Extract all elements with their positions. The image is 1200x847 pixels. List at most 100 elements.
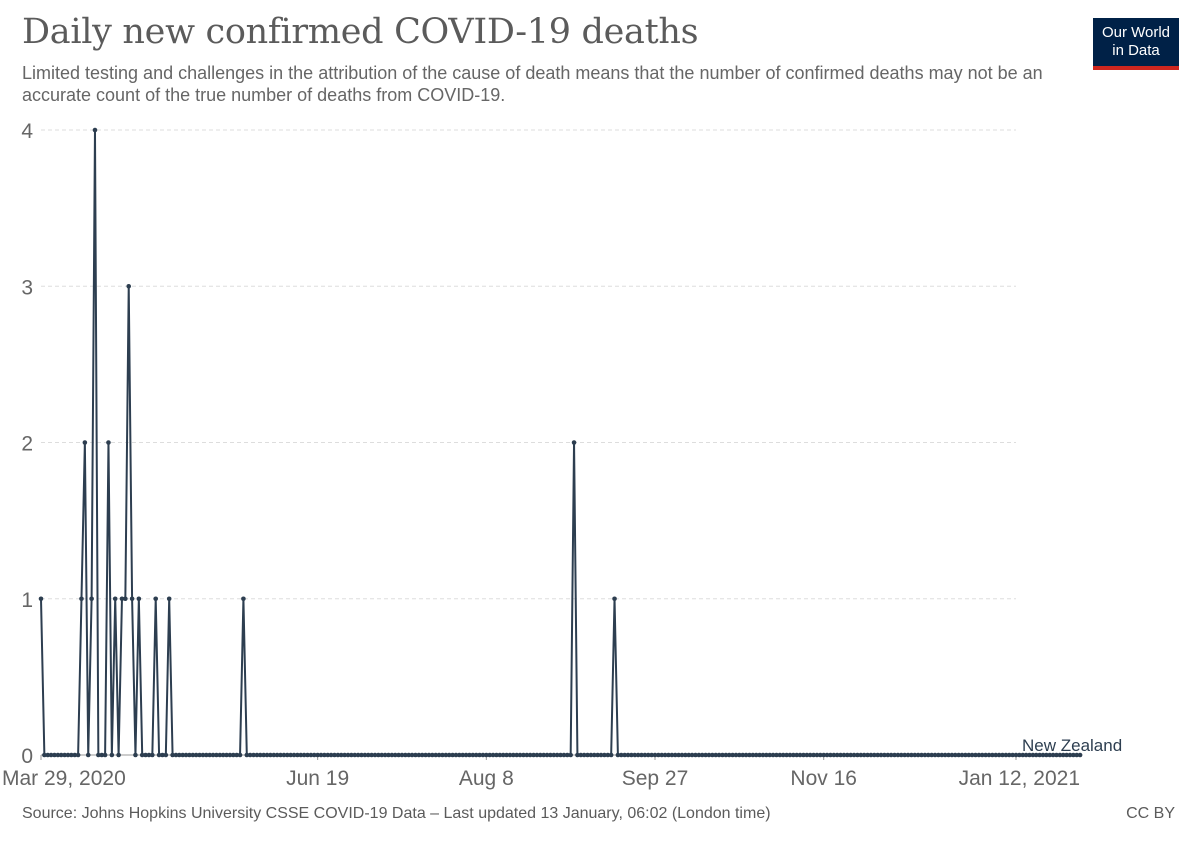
data-point[interactable] [737, 752, 742, 758]
data-point[interactable] [1013, 752, 1019, 758]
data-point[interactable] [376, 752, 381, 758]
data-point[interactable] [952, 752, 958, 758]
data-point[interactable] [538, 752, 543, 758]
data-point[interactable] [1064, 752, 1069, 758]
data-point[interactable] [446, 752, 452, 758]
data-point[interactable] [38, 596, 44, 602]
data-point[interactable] [163, 752, 169, 758]
data-point[interactable] [214, 752, 219, 758]
data-point[interactable] [308, 752, 314, 758]
data-point[interactable] [180, 752, 185, 758]
data-point[interactable] [750, 752, 756, 758]
data-point[interactable] [743, 752, 749, 758]
data-point[interactable] [382, 752, 388, 758]
data-point[interactable] [693, 752, 698, 758]
data-point[interactable] [42, 752, 47, 758]
data-point[interactable] [153, 596, 159, 602]
data-point[interactable] [905, 752, 911, 758]
data-point[interactable] [973, 752, 978, 758]
data-point[interactable] [116, 752, 121, 758]
data-point[interactable] [936, 752, 941, 758]
data-point[interactable] [281, 752, 287, 758]
data-point[interactable] [112, 596, 118, 602]
series-label-new-zealand[interactable]: New Zealand [1022, 736, 1122, 755]
data-point[interactable] [82, 440, 88, 445]
data-point[interactable] [264, 752, 270, 758]
data-point[interactable] [173, 752, 179, 758]
data-point[interactable] [699, 752, 705, 758]
data-point[interactable] [716, 752, 722, 758]
data-point[interactable] [787, 752, 793, 758]
data-point[interactable] [919, 752, 924, 758]
data-point[interactable] [848, 752, 853, 758]
data-point[interactable] [150, 752, 155, 758]
data-point[interactable] [1040, 752, 1046, 758]
data-point[interactable] [858, 752, 864, 758]
data-point[interactable] [200, 752, 206, 758]
data-point[interactable] [527, 752, 533, 758]
data-point[interactable] [645, 752, 651, 758]
data-point[interactable] [69, 752, 74, 758]
data-point[interactable] [1050, 752, 1056, 758]
data-point[interactable] [608, 752, 614, 758]
data-point[interactable] [794, 752, 800, 758]
data-point[interactable] [656, 752, 661, 758]
data-point[interactable] [392, 752, 398, 758]
data-point[interactable] [210, 752, 216, 758]
data-point[interactable] [1054, 752, 1059, 758]
data-point[interactable] [284, 752, 290, 758]
data-point[interactable] [541, 752, 546, 758]
data-point[interactable] [581, 752, 587, 758]
data-point[interactable] [143, 752, 148, 758]
data-point[interactable] [946, 752, 951, 758]
data-point[interactable] [335, 752, 341, 758]
data-point[interactable] [801, 752, 806, 758]
data-point[interactable] [517, 752, 523, 758]
data-point[interactable] [996, 752, 1002, 758]
data-point[interactable] [855, 752, 860, 758]
data-point[interactable] [328, 752, 334, 758]
data-point[interactable] [683, 752, 688, 758]
data-point[interactable] [139, 752, 145, 758]
data-point[interactable] [244, 752, 250, 758]
data-point[interactable] [666, 752, 671, 758]
data-point[interactable] [1000, 752, 1005, 758]
data-point[interactable] [993, 752, 999, 758]
data-point[interactable] [58, 752, 64, 758]
data-point[interactable] [710, 752, 715, 758]
data-point[interactable] [618, 752, 624, 758]
data-point[interactable] [133, 752, 138, 758]
data-point[interactable] [956, 752, 961, 758]
data-point[interactable] [288, 752, 293, 758]
data-point[interactable] [932, 752, 938, 758]
data-point[interactable] [433, 752, 439, 758]
data-point[interactable] [146, 752, 152, 758]
data-point[interactable] [652, 752, 658, 758]
data-point[interactable] [389, 752, 395, 758]
data-point[interactable] [85, 752, 91, 758]
data-point[interactable] [79, 596, 84, 602]
data-point[interactable] [406, 752, 412, 758]
data-point[interactable] [457, 752, 462, 758]
data-point[interactable] [841, 752, 847, 758]
data-point[interactable] [544, 752, 550, 758]
data-point[interactable] [760, 752, 766, 758]
data-point[interactable] [723, 752, 729, 758]
data-point[interactable] [912, 752, 918, 758]
data-point[interactable] [784, 752, 789, 758]
data-point[interactable] [575, 752, 580, 758]
data-point[interactable] [649, 752, 654, 758]
data-point[interactable] [490, 752, 496, 758]
data-point[interactable] [507, 752, 513, 758]
data-point[interactable] [942, 752, 948, 758]
data-point[interactable] [851, 752, 857, 758]
data-point[interactable] [332, 752, 337, 758]
data-point[interactable] [220, 752, 226, 758]
data-point[interactable] [598, 752, 604, 758]
data-point[interactable] [75, 752, 81, 758]
data-point[interactable] [224, 752, 229, 758]
data-point[interactable] [1030, 752, 1036, 758]
data-point[interactable] [895, 752, 901, 758]
data-point[interactable] [227, 752, 233, 758]
data-point[interactable] [740, 752, 746, 758]
